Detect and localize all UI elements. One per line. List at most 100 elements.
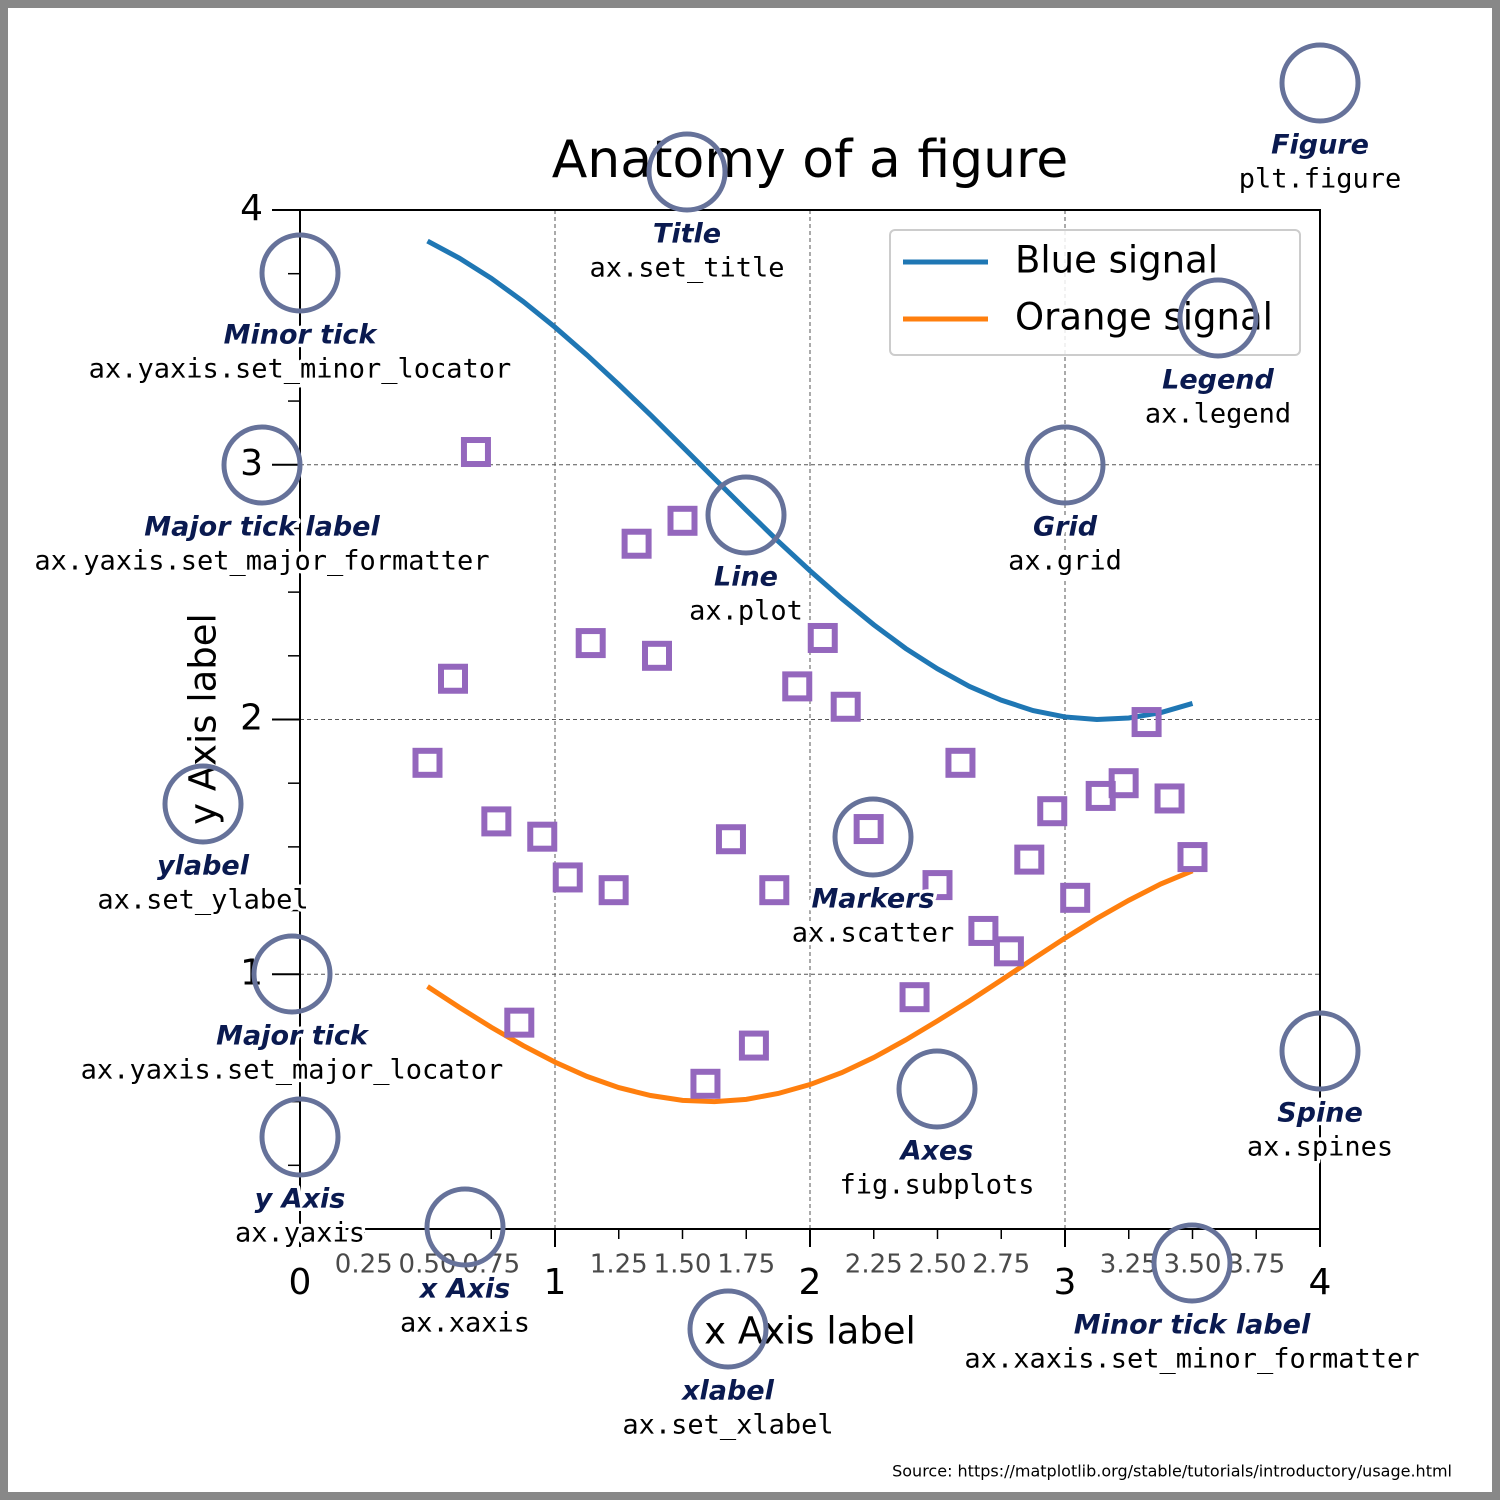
x-minor-tick-label: 3.75 xyxy=(1227,1250,1285,1280)
scatter-marker xyxy=(575,628,606,659)
annotation-code: ax.yaxis.set_major_locator xyxy=(81,1055,504,1086)
scatter-marker xyxy=(552,862,583,893)
annotation-circle xyxy=(251,933,333,1015)
x-minor-tick-label: 2.50 xyxy=(909,1250,967,1280)
x-minor-tick-label: 3.25 xyxy=(1100,1250,1158,1280)
x-axis-label: x Axis label xyxy=(704,1310,916,1353)
legend-box xyxy=(889,229,1301,356)
scatter-marker xyxy=(667,505,698,536)
scatter-marker xyxy=(412,747,443,778)
annotation-circle xyxy=(259,232,341,314)
annotation-circle xyxy=(424,1186,506,1268)
annotation-code: ax.xaxis xyxy=(400,1308,530,1339)
annotation-code: ax.set_xlabel xyxy=(622,1410,833,1441)
annotation-code: ax.set_ylabel xyxy=(97,885,308,916)
annotation-title: Line xyxy=(714,562,778,593)
x-minor-tick-label: 1.75 xyxy=(717,1250,775,1280)
y-tick-label: 4 xyxy=(240,188,263,229)
annotation-code: ax.yaxis.set_minor_locator xyxy=(89,354,512,385)
scatter-marker xyxy=(1177,842,1208,873)
scatter-marker xyxy=(598,875,629,906)
scatter-marker xyxy=(807,622,838,653)
y-tick-label: 3 xyxy=(240,443,263,484)
scatter-marker xyxy=(1060,882,1091,913)
scatter-marker xyxy=(968,915,999,946)
annotation-title: Minor tick label xyxy=(1074,1310,1311,1341)
annotation-code: ax.yaxis.set_major_formatter xyxy=(34,546,489,577)
annotation-circle xyxy=(1024,424,1106,506)
x-minor-tick-label: 0.25 xyxy=(335,1250,393,1280)
y-tick-label: 2 xyxy=(240,698,263,739)
scatter-marker xyxy=(690,1068,721,1099)
scatter-marker xyxy=(504,1007,535,1038)
annotation-title: x Axis xyxy=(418,1274,510,1305)
scatter-marker xyxy=(945,747,976,778)
annotation-code: ax.spines xyxy=(1247,1132,1393,1163)
chart: Anatomy of a figure x Axis label y Axis … xyxy=(31,42,1452,1481)
scatter-marker xyxy=(527,821,558,852)
annotation-circle xyxy=(832,796,914,878)
legend-label: Orange signal xyxy=(1015,296,1273,339)
annotation-code: ax.yaxis xyxy=(235,1218,365,1249)
annotation-circle xyxy=(1177,277,1259,359)
scatter-marker xyxy=(738,1030,769,1061)
scatter-marker xyxy=(1037,796,1068,827)
annotation-title: Minor tick xyxy=(224,320,379,351)
annotation-code: ax.xaxis.set_minor_formatter xyxy=(964,1344,1419,1375)
scatter-marker xyxy=(830,691,861,722)
scatter-marker xyxy=(438,663,468,694)
scatter-marker xyxy=(899,982,930,1013)
scatter-marker xyxy=(922,870,953,901)
annotation-circle xyxy=(221,424,303,506)
annotation-title: Markers xyxy=(811,884,934,915)
line-series xyxy=(426,238,1194,723)
annotation-circle xyxy=(646,131,728,213)
annotation-circle xyxy=(1279,1010,1361,1092)
annotation-circle xyxy=(1151,1222,1233,1304)
annotation-circle xyxy=(687,1288,769,1370)
annotation-circle xyxy=(896,1048,978,1130)
legend-label: Blue signal xyxy=(1015,239,1218,282)
annotation-circle xyxy=(1279,42,1361,124)
scatter-marker xyxy=(759,875,790,906)
scatter-marker xyxy=(993,936,1024,967)
annotation-title: Major tick label xyxy=(144,512,380,543)
scatter-marker xyxy=(460,437,491,468)
annotation-title: xlabel xyxy=(680,1376,775,1407)
source-note: Source: https://matplotlib.org/stable/tu… xyxy=(892,1462,1452,1481)
x-tick-label: 0 xyxy=(289,1262,312,1303)
scatter-marker xyxy=(1154,783,1185,814)
line-series xyxy=(426,868,1194,1105)
annotation-title: Title xyxy=(653,219,721,250)
x-minor-tick-label: 2.25 xyxy=(845,1250,903,1280)
scatter-marker xyxy=(481,806,512,837)
annotation-title: Axes xyxy=(899,1136,974,1167)
x-minor-tick-label: 3.50 xyxy=(1164,1250,1222,1280)
x-tick-label: 2 xyxy=(799,1262,822,1303)
x-minor-tick-label: 1.50 xyxy=(654,1250,712,1280)
scatter-marker xyxy=(853,814,884,845)
annotation-title: Major tick xyxy=(216,1021,370,1052)
annotation-code: ax.legend xyxy=(1145,399,1291,430)
annotation-code: fig.subplots xyxy=(839,1170,1034,1201)
annotation-code: ax.grid xyxy=(1008,546,1122,577)
x-tick-label: 4 xyxy=(1309,1262,1332,1303)
scatter-marker xyxy=(1108,768,1139,799)
y-axis-label: y Axis label xyxy=(182,613,225,825)
annotation-code: plt.figure xyxy=(1239,164,1402,195)
scatter-marker xyxy=(621,528,652,559)
scatter-marker xyxy=(782,671,813,702)
annotation-code: ax.set_title xyxy=(589,253,784,284)
annotation-circle xyxy=(162,763,244,845)
x-minor-tick-label: 1.25 xyxy=(590,1250,648,1280)
scatter-marker xyxy=(642,640,672,671)
x-minor-tick-label: 0.50 xyxy=(399,1250,457,1280)
annotation-title: y Axis xyxy=(255,1184,346,1215)
annotation-circle xyxy=(705,474,787,556)
x-tick-label: 3 xyxy=(1054,1262,1077,1303)
annotation-title: Figure xyxy=(1271,130,1369,161)
annotation-title: Spine xyxy=(1277,1098,1363,1129)
scatter-marker xyxy=(1014,844,1045,875)
annotation-code: ax.plot xyxy=(689,596,803,627)
